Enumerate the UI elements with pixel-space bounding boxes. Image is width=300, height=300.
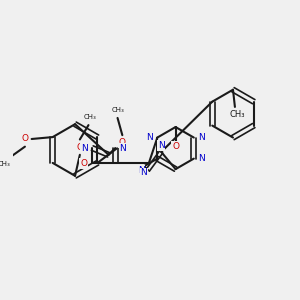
- Text: N: N: [119, 144, 126, 153]
- Text: N: N: [81, 144, 88, 153]
- Text: CH₃: CH₃: [229, 110, 244, 119]
- Text: CH₃: CH₃: [111, 107, 124, 113]
- Text: N: N: [198, 154, 205, 163]
- Text: N: N: [138, 166, 145, 175]
- Text: O: O: [119, 138, 126, 147]
- Text: N: N: [146, 133, 153, 142]
- Text: N: N: [141, 169, 147, 178]
- Text: N: N: [198, 133, 205, 142]
- Text: CH₃: CH₃: [84, 115, 97, 121]
- Text: N: N: [158, 141, 165, 150]
- Text: O: O: [21, 134, 28, 143]
- Text: O: O: [172, 142, 179, 151]
- Text: O: O: [76, 142, 83, 152]
- Text: CH₃: CH₃: [0, 161, 10, 167]
- Text: O: O: [80, 159, 87, 168]
